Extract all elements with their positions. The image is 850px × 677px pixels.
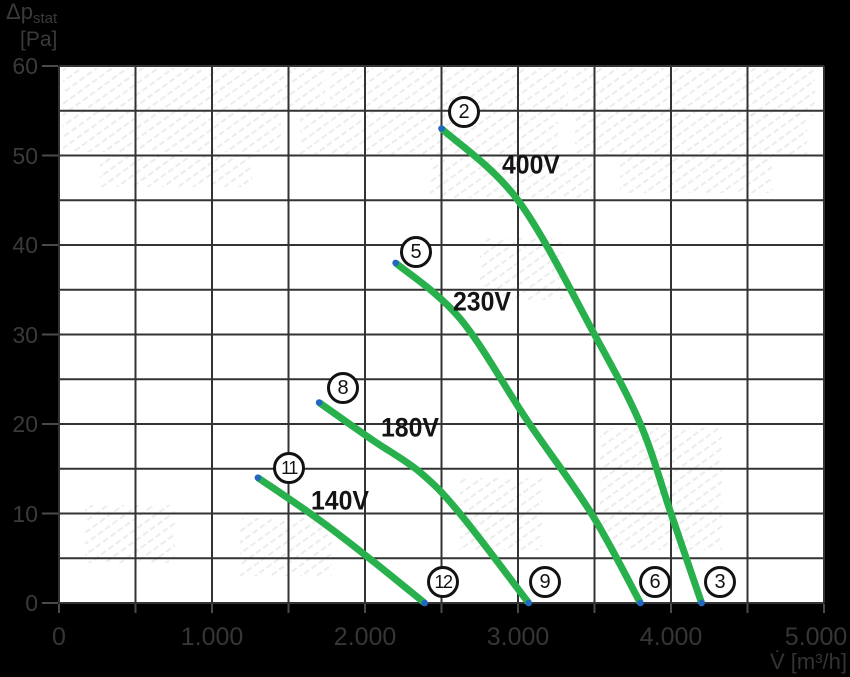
endpoint-dot-140v xyxy=(421,599,429,607)
operating-point-marker-12: 12 xyxy=(427,566,459,598)
endpoint-dot-140v xyxy=(254,474,262,482)
x-tick-label-0: 0 xyxy=(52,623,66,651)
operating-point-marker-6: 6 xyxy=(639,566,671,598)
operating-point-marker-11: 11 xyxy=(273,452,305,484)
endpoint-dot-230v xyxy=(392,259,399,267)
y-tick-label-60: 60 xyxy=(12,53,38,79)
y-tick-label-10: 10 xyxy=(12,500,38,527)
operating-point-marker-2: 2 xyxy=(448,96,480,128)
y-tick-label-40: 40 xyxy=(12,232,38,258)
watermark-patch xyxy=(572,68,815,116)
operating-point-marker-9: 9 xyxy=(529,566,561,598)
endpoint-dot-180v xyxy=(525,599,532,607)
curve-400v xyxy=(439,126,705,605)
endpoint-dot-400v xyxy=(438,125,445,132)
x-tick-label-3000: 3.000 xyxy=(486,623,550,651)
y-axis-quantity-subscript: stat xyxy=(32,10,58,27)
x-tick-label-1000: 1.000 xyxy=(180,623,244,651)
curve-140v xyxy=(255,474,427,606)
curve-label-230v: 230V xyxy=(452,286,512,317)
y-axis-unit: [Pa] xyxy=(20,28,58,51)
endpoint-dot-230v xyxy=(637,599,644,607)
curve-endpoint-dots xyxy=(254,125,705,607)
watermark-patch xyxy=(575,114,807,156)
x-tick-label-4000: 4.000 xyxy=(639,623,703,651)
operating-point-marker-8: 8 xyxy=(327,372,359,404)
y-tick-label-0: 0 xyxy=(25,590,38,616)
x-tick-label-5000: 5.000 xyxy=(784,623,848,651)
watermark-patch xyxy=(300,112,558,156)
x-axis-title: V̇ [m³/h] xyxy=(769,649,847,674)
curve-label-180v: 180V xyxy=(380,412,440,443)
watermark-patch xyxy=(620,157,772,193)
watermark-patch xyxy=(330,68,568,110)
y-tick-label-20: 20 xyxy=(12,411,38,437)
operating-point-marker-5: 5 xyxy=(400,236,432,268)
endpoint-dot-180v xyxy=(315,399,323,406)
y-axis-quantity-line: Δpstat xyxy=(6,0,58,27)
y-axis-quantity: Δp xyxy=(6,0,33,24)
curve-label-400v: 400V xyxy=(501,149,561,180)
axis-tick-marks xyxy=(42,65,825,613)
watermark-patch xyxy=(63,112,281,152)
performance-curves xyxy=(255,126,705,606)
y-tick-label-50: 50 xyxy=(12,142,38,169)
curve-230v xyxy=(393,260,644,605)
curve-label-140v: 140V xyxy=(310,485,370,516)
y-axis-title: Δpstat [Pa] xyxy=(6,0,58,51)
x-tick-label-2000: 2.000 xyxy=(333,623,397,651)
watermark-patch xyxy=(240,518,332,576)
endpoint-dot-400v xyxy=(698,599,705,607)
curve-180v xyxy=(317,399,532,606)
grid-lines xyxy=(58,65,825,604)
operating-point-marker-3: 3 xyxy=(704,566,736,598)
watermark-texture xyxy=(63,68,815,576)
watermark-patch xyxy=(85,505,175,563)
watermark-patch xyxy=(100,155,252,187)
watermark-patch xyxy=(63,68,325,112)
y-tick-label-30: 30 xyxy=(12,321,38,348)
